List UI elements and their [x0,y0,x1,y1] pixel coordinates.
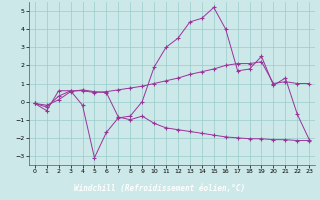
Text: Windchill (Refroidissement éolien,°C): Windchill (Refroidissement éolien,°C) [75,184,245,193]
